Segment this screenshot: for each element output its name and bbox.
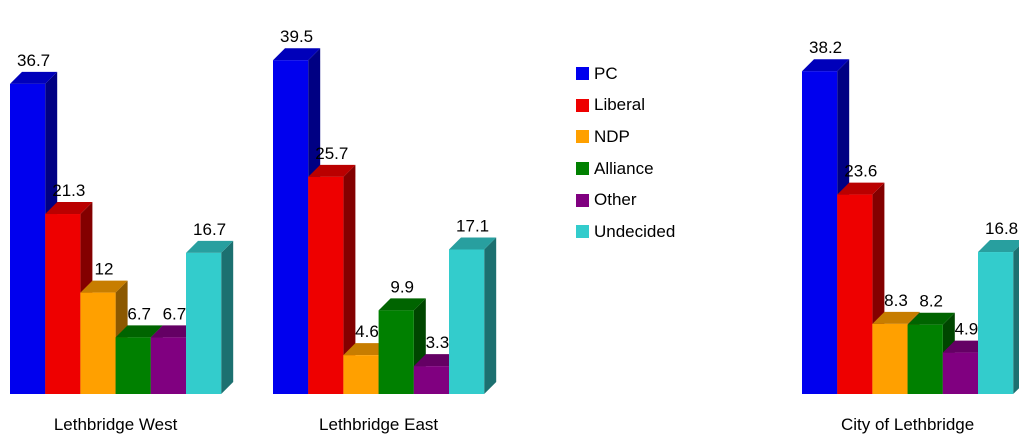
category-label-city-of-lethbridge: City of Lethbridge (841, 415, 974, 434)
legend-label-ndp: NDP (594, 126, 630, 146)
legend-swatch-ndp (576, 130, 589, 144)
legend-label-alliance: Alliance (594, 158, 654, 178)
legend-item-undecided: Undecided (576, 216, 675, 248)
data-label-lethbridge-east-alliance: 9.9 (390, 277, 414, 296)
legend-swatch-undecided (576, 225, 589, 239)
bar-group-city-of-lethbridge: 38.2 23.6 8.3 8.2 4.9 16.8 (802, 38, 1019, 395)
category-label-lethbridge-east: Lethbridge East (319, 415, 438, 434)
data-label-lethbridge-east-other: 3.3 (426, 333, 450, 352)
legend-item-pc: PC (576, 58, 675, 90)
data-label-city-of-lethbridge-undecided: 16.8 (985, 219, 1018, 238)
legend-item-alliance: Alliance (576, 153, 675, 185)
data-label-lethbridge-east-liberal: 25.7 (315, 144, 348, 163)
category-label-lethbridge-west: Lethbridge West (54, 415, 178, 434)
legend-label-undecided: Undecided (594, 221, 676, 241)
data-label-city-of-lethbridge-ndp: 8.3 (884, 291, 908, 310)
chart-legend: PC Liberal NDP Alliance Other Undecided (576, 58, 675, 248)
data-label-lethbridge-west-liberal: 21.3 (52, 181, 85, 200)
legend-swatch-alliance (576, 162, 589, 176)
bar-lethbridge-east-undecided (449, 237, 497, 394)
legend-label-other: Other (594, 190, 637, 210)
data-label-lethbridge-west-pc: 36.7 (17, 51, 50, 70)
data-label-lethbridge-east-undecided: 17.1 (456, 217, 489, 236)
legend-item-other: Other (576, 184, 675, 216)
legend-item-liberal: Liberal (576, 90, 675, 122)
legend-swatch-liberal (576, 98, 589, 112)
bar-lethbridge-east-liberal (308, 164, 356, 394)
data-label-city-of-lethbridge-alliance: 8.2 (919, 292, 943, 311)
data-label-city-of-lethbridge-pc: 38.2 (809, 38, 842, 57)
legend-label-liberal: Liberal (594, 95, 646, 115)
data-label-city-of-lethbridge-other: 4.9 (955, 320, 979, 339)
data-label-lethbridge-east-pc: 39.5 (280, 27, 313, 46)
data-label-lethbridge-east-ndp: 4.6 (355, 322, 379, 341)
bar-city-of-lethbridge-undecided (978, 240, 1019, 394)
bar-group-lethbridge-west: 36.7 21.3 12 6.7 6.7 16.7 (10, 51, 234, 394)
data-label-lethbridge-west-undecided: 16.7 (193, 220, 226, 239)
data-label-lethbridge-west-alliance: 6.7 (127, 304, 151, 323)
legend-item-ndp: NDP (576, 121, 675, 153)
data-label-lethbridge-west-ndp: 12 (95, 260, 114, 279)
legend-swatch-pc (576, 67, 589, 81)
legend-swatch-other (576, 193, 589, 207)
data-label-city-of-lethbridge-liberal: 23.6 (844, 162, 877, 181)
bar-lethbridge-west-undecided (186, 240, 234, 394)
legend-label-pc: PC (594, 63, 618, 83)
bar-group-lethbridge-east: 39.5 25.7 4.6 9.9 3.3 17.1 (273, 27, 497, 394)
data-label-lethbridge-west-other: 6.7 (163, 304, 187, 323)
